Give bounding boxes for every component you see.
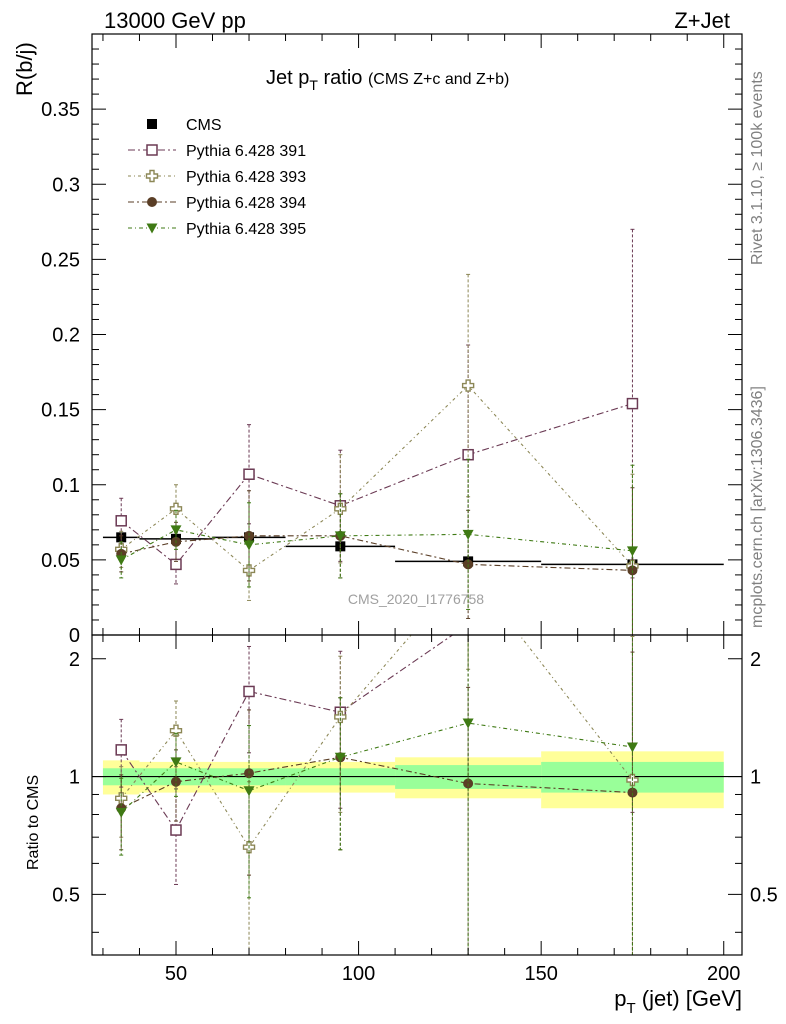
main-panel: 0 0.05 0.1 0.15 0.2 0.25 0.3 0.35 Jet pT ratio … bbox=[12, 33, 743, 647]
ratio-point bbox=[334, 752, 346, 763]
ratio-ytick-label-right: 2 bbox=[750, 649, 761, 671]
x-axis-label: pT (jet) [GeV] bbox=[614, 986, 742, 1017]
legend-label: Pythia 6.428 395 bbox=[186, 221, 306, 238]
main-ytick-label: 0.2 bbox=[52, 325, 80, 347]
ratio-ytick-label: 0.5 bbox=[52, 884, 80, 906]
xtick-label: 50 bbox=[165, 963, 187, 985]
legend-marker bbox=[147, 119, 157, 129]
ratio-ytick-label: 1 bbox=[69, 767, 80, 789]
main-series-p395 bbox=[115, 458, 638, 635]
legend-label: Pythia 6.428 391 bbox=[186, 143, 306, 160]
main-point bbox=[115, 555, 127, 566]
main-point bbox=[626, 546, 638, 557]
ratio-point bbox=[462, 718, 474, 729]
ratio-ytick-label-right: 1 bbox=[750, 767, 761, 789]
legend: CMS Pythia 6.428 391 Pythia 6.428 393 Pythi… bbox=[128, 117, 306, 238]
rivet-label: Rivet 3.1.10, ≥ 100k events bbox=[749, 71, 766, 265]
ratio-series-p394 bbox=[116, 651, 638, 955]
y-axis-label: R(b/j) bbox=[12, 42, 37, 96]
ratio-point bbox=[115, 744, 127, 756]
main-line-p393 bbox=[120, 384, 633, 572]
main-series-p394 bbox=[116, 487, 638, 635]
ratio-point bbox=[627, 787, 638, 798]
main-ytick-label: 0 bbox=[69, 625, 80, 647]
main-ytick-label: 0.1 bbox=[52, 475, 80, 497]
ratio-frame bbox=[91, 634, 743, 956]
main-line-p394 bbox=[121, 535, 633, 571]
legend-marker bbox=[146, 144, 158, 156]
ratio-point bbox=[334, 710, 347, 724]
main-point bbox=[169, 502, 183, 515]
ratio-point bbox=[115, 807, 127, 818]
legend-entry-p391: Pythia 6.428 391 bbox=[128, 143, 306, 160]
ratio-point bbox=[170, 824, 182, 836]
ratio-series-p395 bbox=[115, 635, 638, 955]
main-point bbox=[244, 530, 255, 541]
main-point bbox=[462, 529, 474, 540]
ratio-ytick-label: 2 bbox=[69, 649, 80, 671]
ratio-point bbox=[170, 776, 181, 787]
main-title: Jet pT ratio (CMS Z+c and Z+b) bbox=[266, 67, 509, 93]
main-point bbox=[243, 540, 255, 551]
legend-label: Pythia 6.428 393 bbox=[186, 169, 306, 186]
main-line-p395 bbox=[120, 529, 633, 561]
main-point bbox=[170, 525, 182, 536]
legend-entry-p395: Pythia 6.428 395 bbox=[128, 221, 306, 238]
watermark: CMS_2020_I1776758 bbox=[348, 591, 484, 607]
ratio-panel: 0.5 0.5 1 1 2 2 50 100 150 200 Ratio to CMS pT (j… bbox=[25, 619, 778, 1017]
main-series-p393 bbox=[115, 273, 639, 635]
legend-entry-cms: CMS bbox=[147, 117, 222, 134]
ratio-point bbox=[169, 724, 183, 737]
main-point bbox=[243, 468, 255, 480]
main-line-p391 bbox=[120, 403, 633, 566]
xtick-label: 200 bbox=[707, 963, 740, 985]
main-ytick-label: 0.15 bbox=[41, 400, 80, 422]
main-point bbox=[334, 531, 346, 542]
ratio-line-p391 bbox=[120, 635, 454, 832]
mcplots-label: mcplots.cern.ch [arXiv:1306.3436] bbox=[749, 386, 766, 628]
ratio-point bbox=[626, 742, 638, 753]
main-ytick-label: 0.35 bbox=[41, 99, 80, 121]
ratio-y-label: Ratio to CMS bbox=[25, 775, 42, 870]
legend-marker bbox=[147, 197, 157, 207]
ratio-point bbox=[170, 757, 182, 768]
ratio-line-p395 bbox=[120, 722, 633, 813]
main-ytick-label: 0.3 bbox=[52, 174, 80, 196]
legend-label: CMS bbox=[186, 117, 222, 134]
xtick-label: 100 bbox=[342, 963, 375, 985]
main-point bbox=[115, 515, 127, 527]
ratio-point bbox=[243, 786, 255, 797]
main-point bbox=[626, 397, 639, 410]
ratio-ytick-label-right: 0.5 bbox=[750, 884, 778, 906]
main-series-p391 bbox=[115, 228, 639, 585]
legend-entry-p393: Pythia 6.428 393 bbox=[128, 169, 306, 186]
ratio-point bbox=[463, 619, 473, 629]
legend-marker bbox=[145, 169, 159, 183]
xtick-label: 150 bbox=[524, 963, 557, 985]
header-right: Z+Jet bbox=[674, 8, 730, 33]
header-left: 13000 GeV pp bbox=[104, 8, 246, 33]
main-ytick-label: 0.25 bbox=[41, 249, 80, 271]
main-point bbox=[461, 379, 475, 392]
legend-marker bbox=[146, 223, 158, 234]
main-ytick-label: 0.05 bbox=[41, 550, 80, 572]
ratio-point bbox=[243, 685, 255, 698]
legend-label: Pythia 6.428 394 bbox=[186, 195, 306, 212]
legend-entry-p394: Pythia 6.428 394 bbox=[128, 195, 306, 212]
ratio-line-p393 bbox=[120, 635, 633, 849]
